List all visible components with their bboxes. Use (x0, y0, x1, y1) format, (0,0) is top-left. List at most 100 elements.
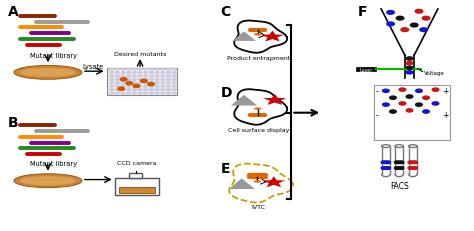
Circle shape (420, 29, 428, 32)
Circle shape (133, 85, 140, 88)
Circle shape (133, 79, 137, 81)
Bar (356, 68, 376, 72)
Circle shape (144, 79, 148, 81)
Circle shape (410, 24, 418, 28)
Circle shape (110, 89, 114, 91)
Circle shape (172, 82, 176, 84)
Circle shape (422, 17, 430, 21)
Circle shape (432, 102, 439, 106)
Circle shape (398, 161, 404, 164)
Circle shape (116, 69, 119, 71)
Circle shape (406, 67, 413, 70)
Circle shape (150, 82, 154, 84)
Text: CCD camera: CCD camera (117, 161, 156, 166)
Ellipse shape (14, 66, 82, 80)
Circle shape (394, 167, 400, 170)
Circle shape (126, 82, 133, 85)
Circle shape (155, 89, 159, 91)
Text: -: - (375, 87, 378, 96)
Circle shape (127, 79, 131, 81)
Text: Product entrapment: Product entrapment (227, 55, 290, 60)
Circle shape (412, 161, 418, 164)
Ellipse shape (254, 34, 262, 36)
Polygon shape (228, 179, 255, 189)
Circle shape (148, 83, 155, 86)
Circle shape (155, 86, 159, 88)
Circle shape (161, 82, 164, 84)
Circle shape (141, 80, 147, 83)
Circle shape (408, 161, 414, 164)
Circle shape (127, 86, 131, 88)
Circle shape (166, 79, 170, 81)
Circle shape (166, 86, 170, 88)
Circle shape (150, 72, 154, 74)
Circle shape (127, 89, 131, 91)
Polygon shape (231, 95, 257, 106)
Text: Voltage: Voltage (424, 70, 445, 75)
Circle shape (133, 89, 137, 91)
Circle shape (415, 10, 423, 14)
Circle shape (166, 72, 170, 74)
Polygon shape (263, 95, 286, 105)
Circle shape (432, 89, 439, 92)
Circle shape (155, 76, 159, 78)
Circle shape (161, 86, 164, 88)
Circle shape (133, 86, 137, 88)
Circle shape (408, 167, 414, 170)
Circle shape (172, 93, 176, 95)
Circle shape (406, 71, 413, 75)
Circle shape (150, 76, 154, 78)
Circle shape (161, 79, 164, 81)
Circle shape (396, 17, 404, 21)
Circle shape (116, 86, 119, 88)
Circle shape (385, 161, 391, 164)
Circle shape (144, 69, 148, 71)
Bar (129, 173, 143, 178)
Circle shape (121, 86, 125, 88)
Circle shape (406, 58, 413, 61)
Text: IVTC: IVTC (251, 205, 265, 210)
Circle shape (116, 89, 119, 91)
Circle shape (161, 89, 164, 91)
Circle shape (172, 89, 176, 91)
Circle shape (161, 72, 164, 74)
Circle shape (144, 72, 148, 74)
Circle shape (121, 93, 125, 95)
Circle shape (406, 109, 413, 112)
Circle shape (155, 93, 159, 95)
Circle shape (406, 62, 413, 65)
Circle shape (121, 79, 125, 81)
Text: Laser: Laser (359, 67, 373, 72)
Circle shape (138, 86, 142, 88)
Circle shape (394, 161, 400, 164)
Circle shape (155, 69, 159, 71)
Circle shape (121, 89, 125, 91)
Circle shape (155, 79, 159, 81)
Circle shape (116, 82, 119, 84)
Circle shape (172, 79, 176, 81)
Circle shape (110, 69, 114, 71)
Circle shape (150, 93, 154, 95)
Circle shape (144, 93, 148, 95)
Circle shape (121, 72, 125, 74)
Circle shape (133, 93, 137, 95)
Polygon shape (262, 176, 285, 187)
Text: F: F (357, 5, 367, 19)
Circle shape (138, 82, 142, 84)
Polygon shape (261, 31, 284, 42)
Circle shape (161, 69, 164, 71)
Circle shape (150, 89, 154, 91)
Circle shape (121, 76, 125, 78)
Circle shape (166, 82, 170, 84)
Circle shape (133, 82, 137, 84)
Circle shape (390, 110, 396, 114)
Circle shape (387, 23, 394, 27)
Text: E: E (220, 161, 230, 175)
Circle shape (150, 79, 154, 81)
Circle shape (127, 69, 131, 71)
Text: Mutant library: Mutant library (30, 52, 77, 58)
Circle shape (144, 76, 148, 78)
Circle shape (412, 167, 418, 170)
Circle shape (110, 79, 114, 81)
Circle shape (138, 69, 142, 71)
